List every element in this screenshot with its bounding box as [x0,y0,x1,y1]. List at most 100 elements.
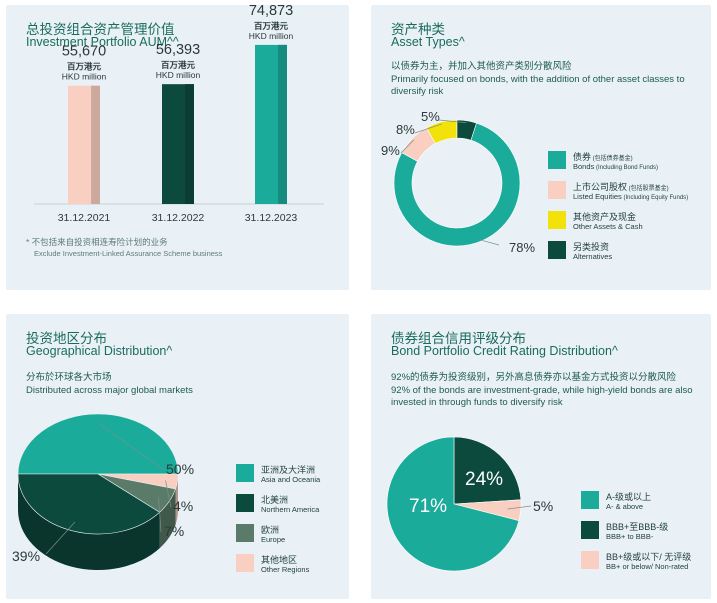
aum-value-label: 74,873 [249,3,293,19]
bond-subtitle-zh: 92%的债券为投资级别，另外高息债券亦以基金方式投资以分散风险 [391,372,677,383]
bond-legend-swatch-a-above [581,491,599,509]
bond-title-en: Bond Portfolio Credit Rating Distributio… [391,344,618,358]
bond-legend-label-en: BB+ or below/ Non-rated [606,562,689,571]
bond-legend-label-zh: BB+级或以下/ 无评级 [606,552,692,562]
aum-unit-zh: 百万港元 [254,21,289,32]
bond-legend-label-en: BBB+ to BBB- [606,532,654,541]
asset-legend-swatch-alternatives [548,241,566,259]
asset-value-label-other-assets-cash: 8% [396,122,415,137]
aum-footnote-en: Exclude Investment-Linked Assurance Sche… [34,249,223,258]
bond-legend-swatch-bb-or-below-non-rated [581,551,599,569]
asset-leader-line [479,239,500,246]
geo-legend-swatch-other-regions [236,554,254,572]
asset-subtitle-en-1: Primarily focused on bonds, with the add… [391,74,685,85]
aum-bar-side-31.12.2023 [278,44,287,205]
asset-legend-label-en: Bonds (Including Bond Funds) [573,162,658,171]
asset-slice-bonds [393,122,521,247]
asset-value-label-alternatives: 5% [421,109,440,124]
asset-legend-label-en: Alternatives [573,252,613,261]
bond-value-label-bbb-to-bbb: 24% [465,469,503,490]
asset-legend-label-zh: 另类投资 [573,242,610,252]
geo-slice-asia-and-oceania [17,413,179,475]
aum-panel: 总投资组合资产管理价值 Investment Portfolio AUM^^ 5… [6,3,349,290]
asset-legend-label-en: Listed Equities (Including Equity Funds) [573,192,689,201]
asset-legend-label-zh: 其他资产及现金 [573,212,637,222]
geo-legend-label-zh: 欧洲 [261,525,280,535]
asset-donut-chart: 78% 9% 8% 5% [381,109,535,255]
bond-leader-line [507,505,532,510]
geo-legend-swatch-europe [236,524,254,542]
asset-value-label-bonds: 78% [509,240,535,255]
asset-leader-line [414,123,442,134]
bond-pie-chart: 71% 24% 5% [386,436,553,572]
bond-value-label-bb-or-below-non-rated: 5% [533,498,553,514]
bond-subtitle-en-1: 92% of the bonds are investment-grade, w… [391,385,693,396]
geo-value-label-europe: 7% [164,523,184,539]
geo-slice-side-other-regions [175,474,178,525]
geo-pie-chart: 50% 4% 7% 39% [12,413,194,570]
bond-value-label-a-above: 71% [409,496,447,517]
geo-slice-side-europe [159,488,176,549]
bond-legend-label-zh: A-级或以上 [606,492,652,502]
bond-legend-label-zh: BBB+至BBB-级 [606,522,669,532]
bond-title-zh: 债券组合信用评级分布 [391,331,526,346]
aum-category-label: 31.12.2023 [245,212,298,224]
geo-legend-label-en: Asia and Oceania [261,475,321,484]
aum-value-label: 56,393 [156,42,200,58]
asset-title-en: Asset Types^ [391,35,465,49]
asset-leader-line [438,119,467,124]
asset-slice-alternatives [456,119,477,141]
aum-title-en: Investment Portfolio AUM^^ [26,35,179,49]
asset-legend-swatch-bonds [548,151,566,169]
asset-subtitle-zh: 以债券为主，并加入其他资产类别分散风险 [391,61,572,72]
aum-value-label: 55,670 [62,44,106,60]
geo-legend-label-zh: 亚洲及大洋洲 [261,465,316,475]
aum-bar-side-31.12.2022 [185,84,194,204]
geo-title-zh: 投资地区分布 [26,331,107,346]
asset-leader-line [400,139,415,154]
bond-subtitle-en-2: invested in through funds to diversify r… [391,397,563,408]
aum-unit-en: HKD million [62,72,107,82]
geo-title-en: Geographical Distribution^ [26,344,173,358]
geo-value-label-asia-and-oceania: 50% [166,461,194,477]
geo-legend-label-en: Northern America [261,505,320,514]
geo-legend-label-en: Europe [261,535,286,544]
aum-category-label: 31.12.2022 [152,212,205,224]
geo-panel: 投资地区分布 Geographical Distribution^ 分布於环球各… [6,314,349,599]
asset-subtitle-en-2: diversify risk [391,86,444,97]
geo-value-label-northern-america: 39% [12,548,40,564]
asset-legend-label-zh: 债券 (包括债券基金) [573,152,633,162]
geo-legend-label-zh: 其他地区 [261,555,298,565]
asset-value-label-listed-equities: 9% [381,143,400,158]
geo-legend-label-en: Other Regions [261,565,310,574]
bond-legend-label-en: A- & above [606,502,644,511]
aum-category-label: 31.12.2021 [58,212,111,224]
bond-slice-a-above [386,436,520,572]
asset-legend-swatch-other-assets-cash [548,211,566,229]
geo-legend-swatch-asia-and-oceania [236,464,254,482]
aum-unit-en: HKD million [156,70,201,80]
geo-leader-line [158,497,162,533]
geo-leader-line [165,480,172,508]
geo-slice-northern-america [17,473,161,535]
aum-unit-zh: 百万港元 [161,60,196,71]
geo-leader-line [45,521,76,555]
aum-unit-zh: 百万港元 [67,62,102,73]
asset-legend-label-en: Other Assets & Cash [573,222,643,231]
aum-unit-en: HKD million [249,31,294,41]
bond-slice-bbb-to-bbb [453,436,522,505]
geo-value-label-other-regions: 4% [173,498,193,514]
geo-legend-label-zh: 北美洲 [261,495,289,505]
asset-title-zh: 资产种类 [391,22,445,37]
geo-subtitle-en: Distributed across major global markets [26,385,193,396]
aum-footnote-zh: * 不包括来自投资相连寿险计划的业务 [26,237,168,247]
bond-panel: 债券组合信用评级分布 Bond Portfolio Credit Rating … [371,314,711,599]
bond-legend-swatch-bbb-to-bbb [581,521,599,539]
aum-bar-side-31.12.2021 [91,85,100,204]
asset-legend-label-zh: 上市公司股权 (包括股票基金) [573,182,669,192]
asset-legend-swatch-listed-equities [548,181,566,199]
geo-legend-swatch-northern-america [236,494,254,512]
aum-title-zh: 总投资组合资产管理价值 [26,22,175,37]
asset-types-panel: 资产种类 Asset Types^ 以债券为主，并加入其他资产类别分散风险 Pr… [371,5,711,290]
